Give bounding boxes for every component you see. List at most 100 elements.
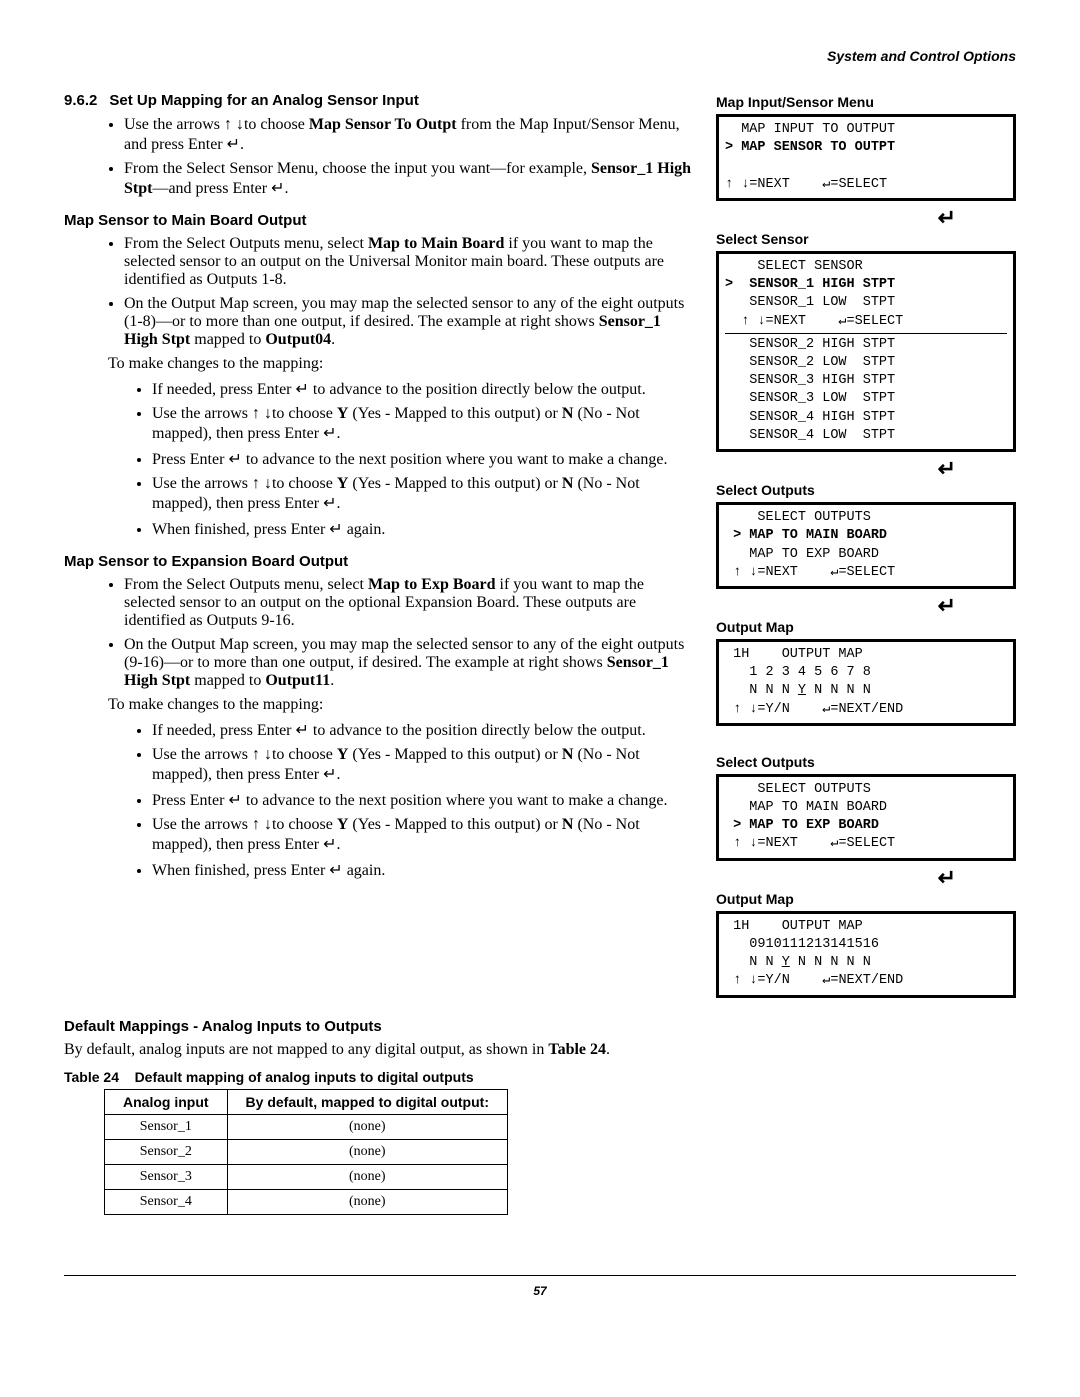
table-row: Sensor_4(none) [105, 1189, 508, 1214]
t: 0910111213141516 [725, 937, 879, 952]
lcd-box-output-map: 1H OUTPUT MAP 1 2 3 4 5 6 7 8 N N N Y N … [716, 639, 1016, 726]
footer-rule [64, 1275, 1016, 1276]
t: . [330, 672, 334, 689]
col-mapped-to: By default, mapped to digital output: [227, 1089, 507, 1114]
t: ↑ ↓=Y/N ↵=NEXT/END [725, 973, 903, 988]
lcd-box-output-map-2: 1H OUTPUT MAP 0910111213141516 N N Y N N… [716, 911, 1016, 998]
mb-changes: To make changes to the mapping: [108, 355, 698, 373]
up-arrow-icon [252, 475, 260, 492]
intro-item: From the Select Sensor Menu, choose the … [124, 160, 698, 198]
t: . [331, 331, 335, 348]
right-column: Map Input/Sensor Menu MAP INPUT TO OUTPU… [716, 92, 1016, 1004]
lcd-label: Select Outputs [716, 482, 1016, 498]
lcd-box-select-outputs: SELECT OUTPUTS > MAP TO MAIN BOARD MAP T… [716, 502, 1016, 589]
table-row: Sensor_1(none) [105, 1114, 508, 1139]
t: SENSOR_3 HIGH STPT [725, 373, 895, 388]
t: Table 24 [548, 1041, 606, 1058]
t: N N N N N [790, 955, 871, 970]
enter-icon [329, 521, 342, 538]
down-arrow-icon [264, 405, 272, 422]
page-header: System and Control Options [64, 48, 1016, 64]
up-arrow-icon [224, 116, 232, 133]
table-row: Sensor_3(none) [105, 1164, 508, 1189]
eb-steps: If needed, press Enter to advance to the… [64, 720, 698, 880]
defaults-para: By default, analog inputs are not mapped… [64, 1041, 1016, 1059]
down-arrow-icon [264, 475, 272, 492]
lcd-box-select-sensor: SELECT SENSOR > SENSOR_1 HIGH STPT SENSO… [716, 251, 1016, 452]
default-mapping-table: Analog input By default, mapped to digit… [104, 1089, 508, 1215]
enter-arrow-icon: ↵ [716, 458, 1016, 480]
t: SENSOR_4 HIGH STPT [725, 410, 895, 425]
t: SENSOR_4 LOW STPT [725, 428, 895, 443]
up-arrow-icon [252, 746, 260, 763]
eb-changes: To make changes to the mapping: [108, 696, 698, 714]
enter-icon [227, 136, 240, 153]
lcd-box-map-input: MAP INPUT TO OUTPUT > MAP SENSOR TO OUTP… [716, 114, 1016, 201]
t: SELECT SENSOR [725, 259, 863, 274]
t: Output11 [265, 672, 330, 689]
t: SELECT OUTPUTS [725, 510, 871, 525]
columns: 9.6.2 Set Up Mapping for an Analog Senso… [64, 92, 1016, 1004]
t: On the Output Map screen, you may map th… [124, 636, 684, 671]
mb-steps: If needed, press Enter to advance to the… [64, 379, 698, 539]
t: Map to Main Board [368, 235, 504, 252]
up-arrow-icon [252, 405, 260, 422]
eb-item: On the Output Map screen, you may map th… [124, 636, 698, 690]
lcd-label: Output Map [716, 619, 1016, 635]
t: ↑ ↓=NEXT ↵=SELECT [725, 177, 887, 192]
t: > MAP TO MAIN BOARD [725, 528, 887, 543]
enter-icon [228, 792, 241, 809]
step: Use the arrows to choose Y (Yes - Mapped… [152, 746, 698, 784]
t: Default mapping of analog inputs to digi… [135, 1069, 474, 1085]
t: . [240, 136, 244, 153]
t: SENSOR_2 LOW STPT [725, 355, 895, 370]
t: . [285, 180, 289, 197]
mb-list: From the Select Outputs menu, select Map… [64, 235, 698, 349]
t: > MAP TO EXP BOARD [725, 818, 879, 833]
enter-icon [228, 451, 241, 468]
cell: (none) [227, 1139, 507, 1164]
step: Use the arrows to choose Y (Yes - Mapped… [152, 475, 698, 513]
t: Use the arrows [124, 116, 224, 133]
lcd-label: Select Sensor [716, 231, 1016, 247]
enter-icon [296, 381, 309, 398]
enter-icon [323, 495, 336, 512]
t: Y [798, 683, 806, 698]
t: N N [725, 955, 782, 970]
lcd-label: Output Map [716, 891, 1016, 907]
left-column: 9.6.2 Set Up Mapping for an Analog Senso… [64, 92, 698, 1004]
down-arrow-icon [236, 116, 244, 133]
cell: (none) [227, 1164, 507, 1189]
cell: Sensor_3 [105, 1164, 228, 1189]
t: 1H OUTPUT MAP [725, 647, 863, 662]
t: MAP TO EXP BOARD [725, 547, 879, 562]
table-row: Sensor_2(none) [105, 1139, 508, 1164]
intro-item: Use the arrows to choose Map Sensor To O… [124, 116, 698, 154]
t: MAP INPUT TO OUTPUT [725, 122, 895, 137]
lcd-label: Map Input/Sensor Menu [716, 94, 1016, 110]
t: Y [782, 955, 790, 970]
enter-arrow-icon: ↵ [716, 867, 1016, 889]
sub-heading: Map Sensor to Main Board Output [64, 212, 698, 229]
t: mapped to [190, 672, 265, 689]
cell: (none) [227, 1189, 507, 1214]
mb-item: From the Select Outputs menu, select Map… [124, 235, 698, 289]
t: ↑ ↓=NEXT ↵=SELECT [725, 836, 895, 851]
cell: Sensor_4 [105, 1189, 228, 1214]
step: When finished, press Enter again. [152, 860, 698, 880]
cell: Sensor_1 [105, 1114, 228, 1139]
table-caption: Table 24 Default mapping of analog input… [64, 1069, 1016, 1085]
t: From the Select Outputs menu, select [124, 576, 368, 593]
enter-arrow-icon: ↵ [716, 207, 1016, 229]
t: ↑ ↓=NEXT ↵=SELECT [725, 314, 903, 329]
cell: (none) [227, 1114, 507, 1139]
t: N N N [725, 683, 798, 698]
lcd-label: Select Outputs [716, 754, 1016, 770]
t: ↑ ↓=Y/N ↵=NEXT/END [725, 702, 903, 717]
t: Map to Exp Board [368, 576, 496, 593]
t: Table 24 [64, 1069, 119, 1085]
enter-icon [296, 722, 309, 739]
t: 1H OUTPUT MAP [725, 919, 863, 934]
step: Press Enter to advance to the next posit… [152, 449, 698, 469]
enter-icon [323, 766, 336, 783]
